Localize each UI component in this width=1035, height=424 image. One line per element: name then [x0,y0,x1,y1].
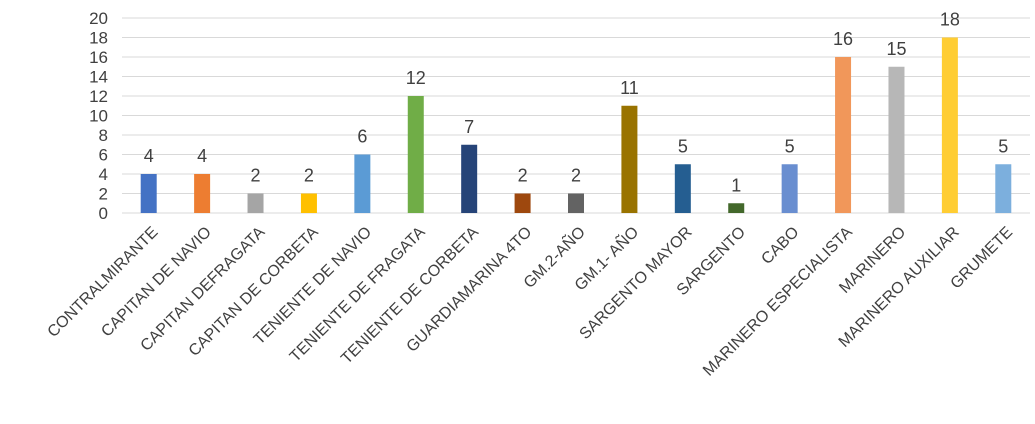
data-label: 16 [833,29,853,49]
bar [674,164,691,213]
data-label: 2 [571,166,581,186]
bar [568,193,584,213]
data-label: 5 [998,136,1008,156]
bar [300,193,317,213]
bar [995,164,1012,213]
y-tick-label: 10 [89,107,108,126]
bar [247,193,264,213]
data-label: 1 [731,175,741,195]
y-tick-label: 12 [89,87,108,106]
data-label: 2 [518,166,528,186]
y-tick-label: 2 [99,185,108,204]
data-label: 15 [886,39,906,59]
bar [407,96,424,213]
bar [354,154,371,213]
y-tick-label: 6 [99,146,108,165]
bar [621,105,638,213]
y-tick-label: 16 [89,48,108,67]
data-label: 6 [357,127,367,147]
data-label: 5 [785,136,795,156]
bar [728,203,745,213]
data-label: 2 [251,166,261,186]
y-tick-label: 4 [99,165,108,184]
data-label: 4 [144,146,154,166]
bar [461,144,478,213]
data-label: 12 [406,68,426,88]
y-tick-label: 20 [89,9,108,28]
bar [888,66,905,213]
data-label: 11 [620,78,639,98]
data-label: 4 [197,146,207,166]
bar [194,174,211,213]
bar [514,193,531,213]
data-label: 7 [464,117,474,137]
y-tick-label: 8 [99,126,108,145]
data-label: 5 [678,136,688,156]
data-label: 2 [304,166,314,186]
bar [781,164,798,213]
category-label: CABO [758,224,802,268]
y-tick-label: 18 [89,29,108,48]
gridlines [122,17,1030,214]
bar [941,37,958,213]
bar [835,57,852,213]
bar [140,174,157,213]
y-tick-label: 14 [89,68,108,87]
y-tick-label: 0 [99,204,108,223]
bars [140,37,1012,213]
data-label: 18 [940,10,960,30]
